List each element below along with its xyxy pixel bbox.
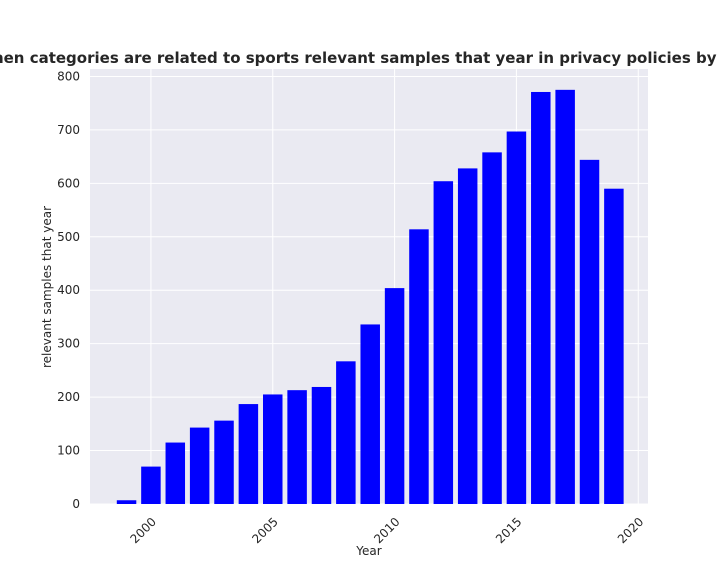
y-tick-label: 800 <box>57 69 80 83</box>
bar <box>457 168 478 504</box>
chart-title: when categories are related to sports re… <box>0 49 720 67</box>
y-tick-label: 100 <box>57 444 80 458</box>
bar <box>287 390 307 504</box>
bar <box>311 386 332 504</box>
bar <box>482 152 502 504</box>
y-tick-label: 600 <box>57 176 80 190</box>
bar <box>531 91 551 504</box>
bar <box>214 420 234 504</box>
y-tick-label: 500 <box>57 230 80 244</box>
bar <box>604 188 624 505</box>
bar <box>384 288 405 504</box>
x-tick-label: 2010 <box>371 515 402 546</box>
bar <box>433 181 454 505</box>
bar <box>579 159 600 505</box>
bar <box>263 394 283 504</box>
y-tick-label: 200 <box>57 390 80 404</box>
bar <box>506 131 527 504</box>
bar <box>555 89 575 504</box>
bar <box>360 324 380 504</box>
x-tick-label: 2000 <box>128 515 159 546</box>
x-tick-label: 2020 <box>615 515 646 546</box>
bar <box>116 500 137 504</box>
bar <box>336 361 356 504</box>
bar <box>189 427 210 504</box>
bar <box>409 229 429 505</box>
bar <box>238 404 259 504</box>
x-axis-label: Year <box>355 544 381 558</box>
y-tick-label: 700 <box>57 123 80 137</box>
x-tick-label: 2005 <box>249 515 280 546</box>
y-axis-ticks: 0 100 200 300 400 500 600 700 800 <box>57 69 80 511</box>
bars <box>116 89 624 505</box>
x-axis-ticks: 2000 2005 2010 2015 2020 <box>128 515 647 546</box>
bar <box>165 442 186 504</box>
x-tick-label: 2015 <box>493 515 524 546</box>
y-axis-label: relevant samples that year <box>40 206 54 368</box>
y-tick-label: 300 <box>57 337 80 351</box>
y-tick-label: 0 <box>72 497 80 511</box>
bar <box>141 466 161 504</box>
y-tick-label: 400 <box>57 283 80 297</box>
